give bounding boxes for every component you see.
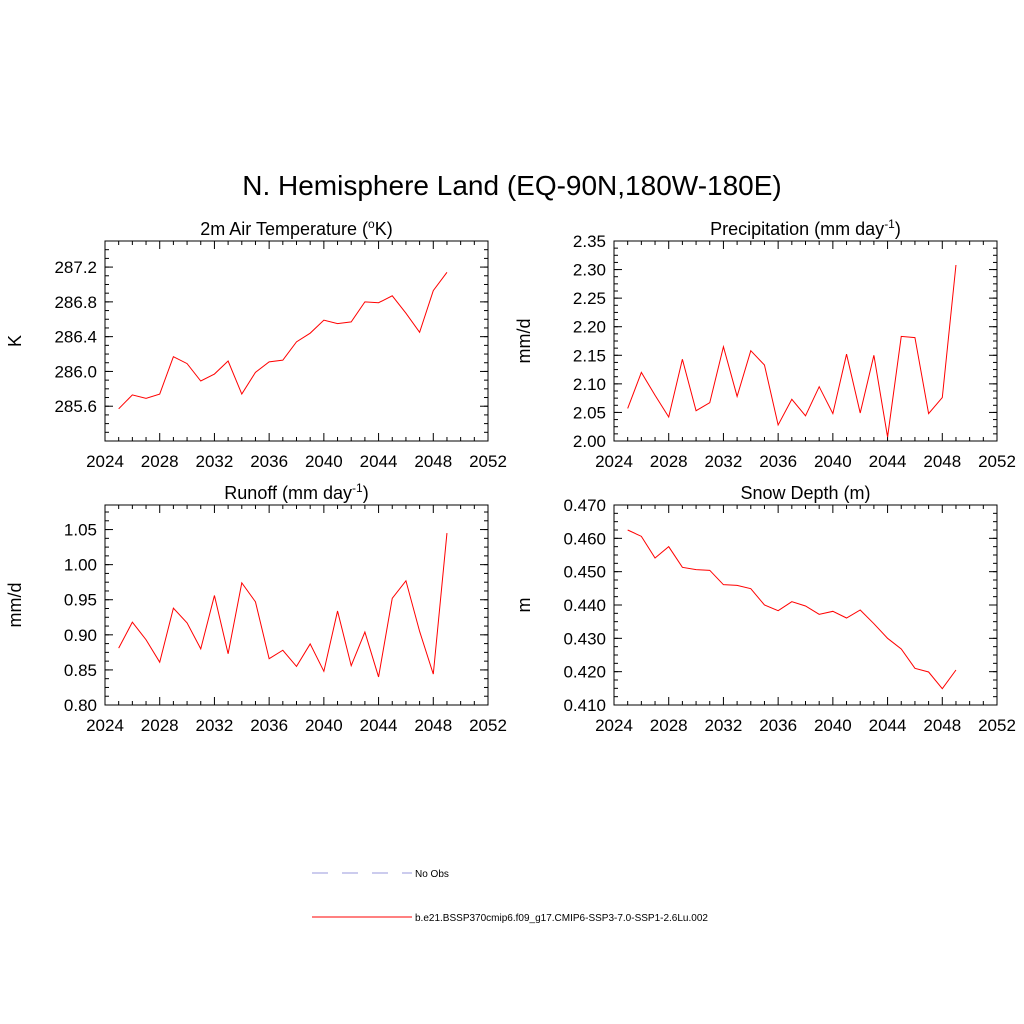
- x-tick-label: 2028: [141, 716, 179, 735]
- x-tick-label: 2040: [814, 716, 852, 735]
- y-tick-label: 0.95: [64, 591, 97, 610]
- plot-frame: [104, 504, 489, 706]
- y-tick-label: 0.85: [64, 661, 97, 680]
- series-line: [118, 272, 448, 410]
- y-axis-label: K: [5, 335, 25, 347]
- panel-title-after: ): [895, 219, 901, 239]
- chart-panel-2: 2024 2028 2032 2036 2040 2044 2048 2052 2.00 2.05…: [514, 217, 1016, 471]
- chart-panel-3: 2024 2028 2032 2036 2040 2044 2048 2052 0.80 0.85…: [5, 481, 507, 735]
- panel-title: Precipitation (mm day-1): [710, 217, 901, 239]
- y-tick-label: 0.420: [563, 663, 606, 682]
- plot-frame: [104, 240, 489, 442]
- panel-title-main: 2m Air Temperature (: [200, 219, 368, 239]
- x-tick-label: 2052: [469, 716, 507, 735]
- panel-title: 2m Air Temperature (oK): [200, 217, 392, 239]
- panel-title: Runoff (mm day-1): [224, 481, 368, 503]
- plot-frame: [613, 504, 998, 706]
- x-tick-label: 2036: [250, 716, 288, 735]
- x-tick-label: 2040: [305, 452, 343, 471]
- x-tick-label: 2028: [650, 452, 688, 471]
- y-axis-label: mm/d: [514, 319, 534, 364]
- x-tick-label: 2024: [86, 716, 124, 735]
- x-tick-label: 2024: [595, 452, 633, 471]
- y-tick-label: 0.80: [64, 696, 97, 715]
- panel-title-sup: -1: [884, 217, 895, 231]
- y-tick-label: 2.35: [573, 232, 606, 251]
- y-tick-label: 286.0: [54, 362, 97, 381]
- x-tick-label: 2044: [869, 716, 907, 735]
- x-tick-label: 2052: [469, 452, 507, 471]
- y-tick-label: 286.4: [54, 328, 97, 347]
- panel-title: Snow Depth (m): [740, 483, 870, 503]
- panel-title-main: Runoff (mm day: [224, 483, 352, 503]
- y-tick-label: 285.6: [54, 397, 97, 416]
- panel-title-sup: -1: [352, 481, 363, 495]
- panel-title-sup: o: [368, 217, 375, 231]
- legend-entry: b.e21.BSSP370cmip6.f09_g17.CMIP6-SSP3-7.…: [312, 913, 708, 924]
- x-tick-label: 2036: [759, 716, 797, 735]
- y-tick-label: 2.15: [573, 346, 606, 365]
- x-tick-label: 2040: [814, 452, 852, 471]
- x-tick-label: 2024: [595, 716, 633, 735]
- y-tick-label: 2.05: [573, 403, 606, 422]
- y-tick-label: 0.410: [563, 696, 606, 715]
- x-tick-label: 2032: [705, 716, 743, 735]
- y-tick-label: 0.90: [64, 626, 97, 645]
- series-line: [118, 533, 448, 678]
- y-tick-label: 2.10: [573, 375, 606, 394]
- series-line: [627, 529, 957, 690]
- y-tick-label: 0.470: [563, 496, 606, 515]
- x-tick-label: 2044: [360, 452, 398, 471]
- panel-title-after: ): [363, 483, 369, 503]
- y-tick-label: 2.30: [573, 261, 606, 280]
- figure-title: N. Hemisphere Land (EQ-90N,180W-180E): [242, 170, 782, 201]
- y-tick-label: 287.2: [54, 258, 97, 277]
- series-line: [627, 264, 957, 438]
- chart-panel-1: 2024 2028 2032 2036 2040 2044 2048 2052 285.6 286…: [5, 217, 507, 471]
- x-tick-label: 2024: [86, 452, 124, 471]
- x-tick-label: 2048: [923, 452, 961, 471]
- x-tick-label: 2048: [414, 716, 452, 735]
- y-tick-label: 2.25: [573, 289, 606, 308]
- y-tick-label: 1.05: [64, 521, 97, 540]
- x-tick-label: 2052: [978, 452, 1016, 471]
- legend-entry: No Obs: [312, 869, 449, 880]
- legend-label: b.e21.BSSP370cmip6.f09_g17.CMIP6-SSP3-7.…: [415, 913, 708, 924]
- y-tick-label: 0.460: [563, 529, 606, 548]
- y-tick-label: 2.20: [573, 318, 606, 337]
- plot-frame: [613, 240, 998, 442]
- y-tick-label: 0.450: [563, 563, 606, 582]
- x-tick-label: 2032: [196, 452, 234, 471]
- x-tick-label: 2032: [196, 716, 234, 735]
- legend-label: No Obs: [415, 869, 449, 880]
- x-tick-label: 2028: [650, 716, 688, 735]
- y-axis-label: m: [514, 598, 534, 613]
- y-axis-label: mm/d: [5, 583, 25, 628]
- x-tick-label: 2048: [414, 452, 452, 471]
- x-tick-label: 2036: [759, 452, 797, 471]
- panel-title-after: K): [375, 219, 393, 239]
- x-tick-label: 2028: [141, 452, 179, 471]
- x-tick-label: 2048: [923, 716, 961, 735]
- x-tick-label: 2044: [360, 716, 398, 735]
- y-tick-label: 0.430: [563, 629, 606, 648]
- y-tick-label: 286.8: [54, 293, 97, 312]
- panel-title-main: Snow Depth (m): [740, 483, 870, 503]
- y-tick-label: 1.00: [64, 556, 97, 575]
- panel-title-main: Precipitation (mm day: [710, 219, 884, 239]
- y-tick-label: 0.440: [563, 596, 606, 615]
- chart-panel-4: 2024 2028 2032 2036 2040 2044 2048 2052 0.410 0.4…: [514, 483, 1016, 735]
- x-tick-label: 2036: [250, 452, 288, 471]
- x-tick-label: 2044: [869, 452, 907, 471]
- x-tick-label: 2052: [978, 716, 1016, 735]
- legend: No Obs b.e21.BSSP370cmip6.f09_g17.CMIP6-S…: [312, 869, 708, 924]
- panels-group: 2024 2028 2032 2036 2040 2044 2048 2052 285.6 286…: [5, 217, 1016, 735]
- x-tick-label: 2040: [305, 716, 343, 735]
- x-tick-label: 2032: [705, 452, 743, 471]
- y-tick-label: 2.00: [573, 432, 606, 451]
